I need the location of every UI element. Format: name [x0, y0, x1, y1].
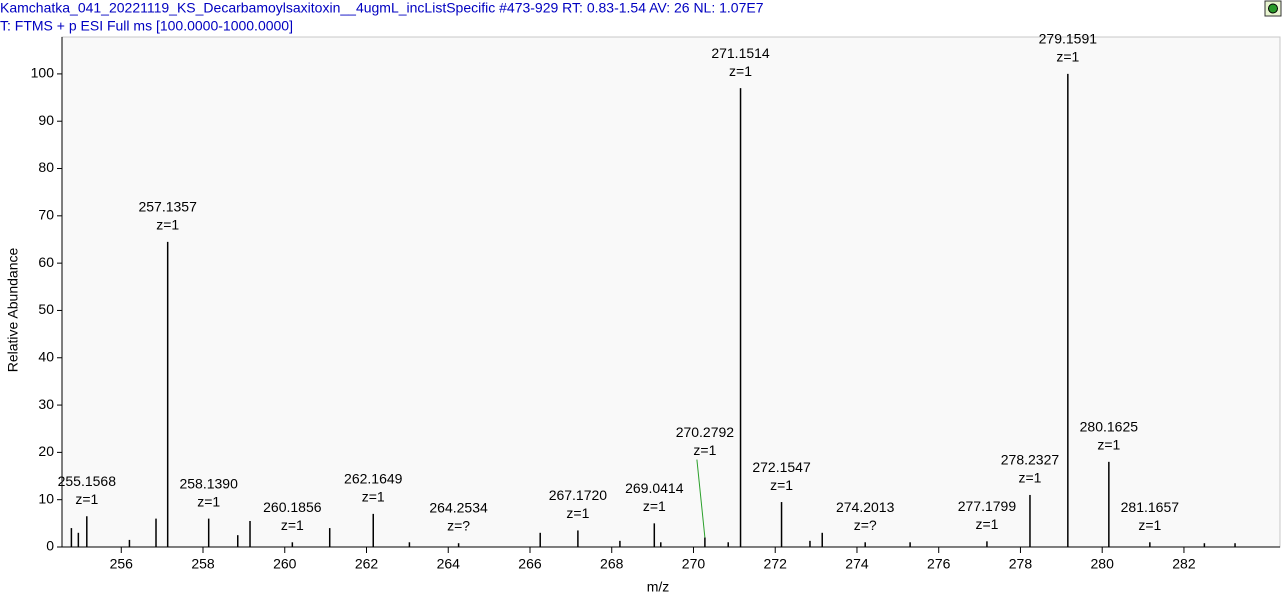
peak-charge-label: z=1: [197, 493, 220, 509]
leader-line: [696, 459, 706, 538]
y-tick-label: 30: [38, 396, 54, 412]
plot-area: [61, 36, 1281, 548]
peak-mz-label: 257.1357: [138, 199, 197, 215]
x-tick-label: 270: [682, 556, 706, 572]
peak-mz-label: 280.1625: [1080, 419, 1139, 435]
peak-charge-label: z=1: [281, 517, 304, 533]
y-tick-label: 20: [38, 443, 54, 459]
peak-mz-label: 262.1649: [344, 471, 403, 487]
peak-charge-label: z=1: [75, 491, 98, 507]
y-tick-label: 10: [38, 490, 54, 506]
x-tick-label: 276: [927, 556, 951, 572]
peak-charge-label: z=1: [1097, 437, 1120, 453]
peak-charge-label: z=1: [362, 489, 385, 505]
peak-charge-label: z=1: [643, 498, 666, 514]
peak-mz-label: 270.2792: [676, 424, 735, 440]
y-tick-label: 80: [38, 159, 54, 175]
x-tick-label: 268: [600, 556, 624, 572]
peak-mz-label: 274.2013: [836, 499, 895, 515]
peak-charge-label: z=1: [566, 505, 589, 521]
peak-mz-label: 258.1390: [179, 475, 238, 491]
y-tick-label: 70: [38, 207, 54, 223]
x-tick-label: 264: [437, 556, 461, 572]
peak-mz-label: 272.1547: [752, 459, 811, 475]
x-tick-label: 258: [191, 556, 215, 572]
x-tick-label: 282: [1172, 556, 1196, 572]
y-tick-label: 60: [38, 254, 54, 270]
y-tick-label: 50: [38, 301, 54, 317]
chart-subtitle: T: FTMS + p ESI Full ms [100.0000-1000.0…: [0, 18, 293, 34]
peak-charge-label: z=1: [693, 442, 716, 458]
peak-charge-label: z=1: [1138, 517, 1161, 533]
peak-charge-label: z=1: [975, 516, 998, 532]
peak-mz-label: 277.1799: [958, 498, 1017, 514]
peak-mz-label: 278.2327: [1001, 452, 1060, 468]
chart-title: Kamchatka_041_20221119_KS_Decarbamoylsax…: [0, 0, 764, 16]
y-tick-label: 100: [31, 65, 55, 81]
x-tick-label: 278: [1009, 556, 1033, 572]
peak-charge-label: z=1: [156, 217, 179, 233]
peak-charge-label: z=1: [1056, 49, 1079, 65]
peak-mz-label: 267.1720: [549, 487, 608, 503]
y-tick-label: 40: [38, 348, 54, 364]
peak-charge-label: z=?: [447, 518, 470, 534]
peak-mz-label: 279.1591: [1039, 31, 1098, 47]
peak-mz-label: 264.2534: [429, 500, 488, 516]
peak-mz-label: 271.1514: [711, 45, 770, 61]
y-tick-label: 90: [38, 112, 54, 128]
pin-icon[interactable]: [1264, 0, 1282, 17]
y-axis-label: Relative Abundance: [5, 248, 21, 373]
x-tick-label: 262: [355, 556, 379, 572]
x-tick-label: 260: [273, 556, 297, 572]
peak-charge-label: z=?: [854, 517, 877, 533]
x-tick-label: 256: [110, 556, 134, 572]
peak-charge-label: z=1: [729, 63, 752, 79]
peak-mz-label: 255.1568: [58, 473, 117, 489]
x-tick-label: 280: [1091, 556, 1115, 572]
x-tick-label: 266: [518, 556, 542, 572]
peak-mz-label: 260.1856: [263, 499, 322, 515]
peak-mz-label: 281.1657: [1121, 499, 1180, 515]
x-tick-label: 272: [764, 556, 788, 572]
y-tick-label: 0: [46, 538, 54, 554]
peak-mz-label: 269.0414: [625, 480, 684, 496]
x-axis-label: m/z: [647, 579, 670, 595]
x-tick-label: 274: [845, 556, 869, 572]
peak-charge-label: z=1: [770, 477, 793, 493]
peak-charge-label: z=1: [1018, 470, 1041, 486]
